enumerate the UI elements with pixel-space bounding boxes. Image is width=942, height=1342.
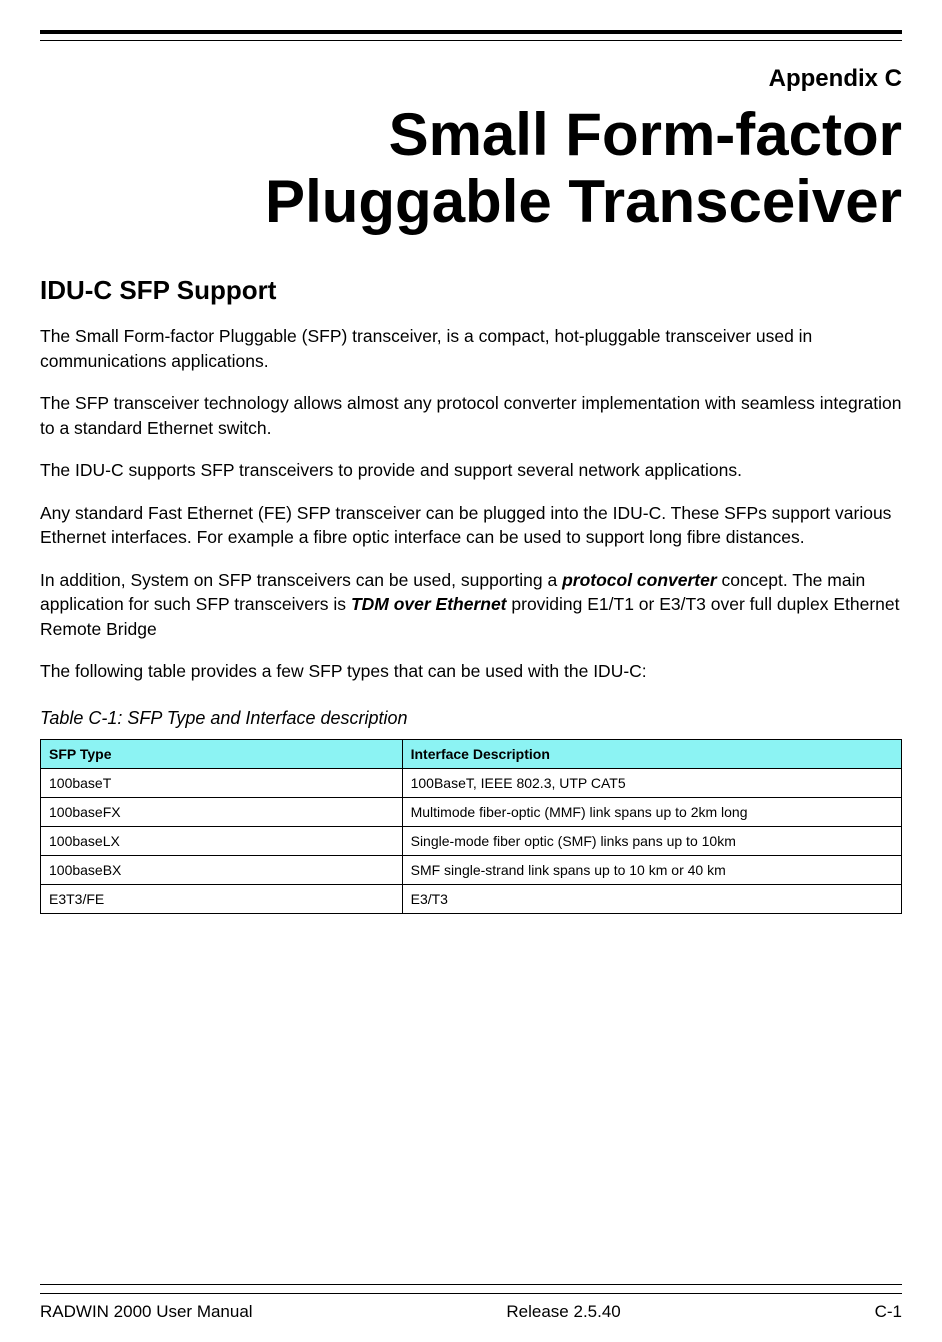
- table-row: 100baseT 100BaseT, IEEE 802.3, UTP CAT5: [41, 768, 902, 797]
- document-page: Appendix C Small Form-factor Pluggable T…: [0, 0, 942, 1342]
- text-run: In addition, System on SFP transceivers …: [40, 570, 562, 590]
- table-caption: Table C-1: SFP Type and Interface descri…: [40, 708, 902, 729]
- table-header-row: SFP Type Interface Description: [41, 739, 902, 768]
- emphasis-bold-italic: TDM over Ethernet: [351, 594, 507, 614]
- page-footer: RADWIN 2000 User Manual Release 2.5.40 C…: [40, 1302, 902, 1322]
- table-cell: 100baseBX: [41, 855, 403, 884]
- table-header-cell: Interface Description: [402, 739, 901, 768]
- title-line-1: Small Form-factor: [389, 101, 902, 168]
- table-cell: 100BaseT, IEEE 802.3, UTP CAT5: [402, 768, 901, 797]
- top-rule-thick: [40, 30, 902, 34]
- paragraph: Any standard Fast Ethernet (FE) SFP tran…: [40, 501, 902, 550]
- paragraph: The IDU-C supports SFP transceivers to p…: [40, 458, 902, 483]
- table-row: 100baseLX Single-mode fiber optic (SMF) …: [41, 826, 902, 855]
- table-cell: 100baseT: [41, 768, 403, 797]
- table-cell: Single-mode fiber optic (SMF) links pans…: [402, 826, 901, 855]
- table-cell: Multimode fiber-optic (MMF) link spans u…: [402, 797, 901, 826]
- paragraph: In addition, System on SFP transceivers …: [40, 568, 902, 642]
- title-line-2: Pluggable Transceiver: [265, 168, 902, 235]
- table-row: E3T3/FE E3/T3: [41, 884, 902, 913]
- table-row: 100baseBX SMF single-strand link spans u…: [41, 855, 902, 884]
- table-cell: 100baseLX: [41, 826, 403, 855]
- footer-rule-thick: [40, 1284, 902, 1285]
- table-cell: E3/T3: [402, 884, 901, 913]
- paragraph: The SFP transceiver technology allows al…: [40, 391, 902, 440]
- appendix-label: Appendix C: [40, 65, 902, 93]
- footer-rule-thin: [40, 1293, 902, 1294]
- table-cell: SMF single-strand link spans up to 10 km…: [402, 855, 901, 884]
- table-header-cell: SFP Type: [41, 739, 403, 768]
- footer-left: RADWIN 2000 User Manual: [40, 1302, 253, 1322]
- footer-right: C-1: [875, 1302, 902, 1322]
- table-cell: E3T3/FE: [41, 884, 403, 913]
- paragraph: The following table provides a few SFP t…: [40, 659, 902, 684]
- emphasis-bold-italic: protocol converter: [562, 570, 717, 590]
- sfp-table: SFP Type Interface Description 100baseT …: [40, 739, 902, 914]
- paragraph: The Small Form-factor Pluggable (SFP) tr…: [40, 324, 902, 373]
- table-row: 100baseFX Multimode fiber-optic (MMF) li…: [41, 797, 902, 826]
- vertical-spacer: [40, 914, 902, 1278]
- page-title: Small Form-factor Pluggable Transceiver: [40, 101, 902, 235]
- section-heading: IDU-C SFP Support: [40, 275, 902, 306]
- table-cell: 100baseFX: [41, 797, 403, 826]
- top-rule-thin: [40, 40, 902, 41]
- footer-center: Release 2.5.40: [506, 1302, 620, 1322]
